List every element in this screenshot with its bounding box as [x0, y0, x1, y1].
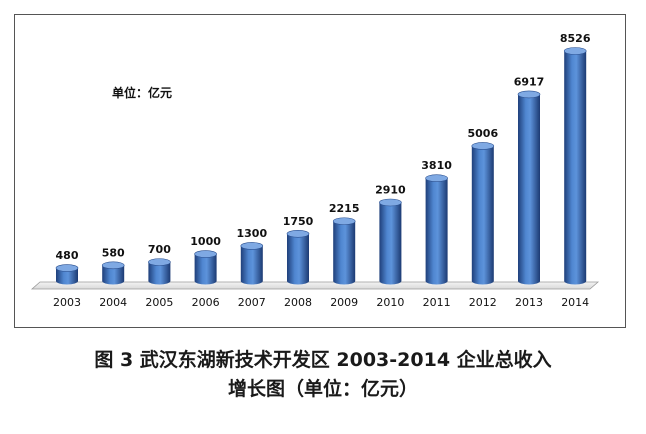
- figure-caption: 图 3 武汉东湖新技术开发区 2003-2014 企业总收入 增长图（单位：亿元…: [0, 346, 646, 404]
- bar-2003: [56, 268, 78, 285]
- data-label-2009: 2215: [329, 202, 360, 215]
- bar-top-2008: [286, 229, 310, 238]
- bar-top-2014: [563, 47, 587, 55]
- x-tick-2004: 2004: [99, 296, 127, 309]
- bar-top-2007: [240, 242, 264, 250]
- x-tick-2014: 2014: [561, 296, 589, 309]
- bar-top-2011: [425, 174, 448, 183]
- data-label-2003: 480: [56, 249, 79, 262]
- data-label-2006: 1000: [190, 235, 221, 248]
- x-tick-2005: 2005: [145, 296, 173, 309]
- unit-label: 单位：亿元: [112, 85, 172, 100]
- data-label-2010: 2910: [375, 183, 406, 196]
- bar-2013: [518, 94, 540, 285]
- bar-2010: [379, 202, 402, 285]
- data-label-2008: 1750: [283, 215, 314, 228]
- caption-line-2: 增长图（单位：亿元）: [227, 378, 418, 400]
- bar-2004: [102, 265, 125, 285]
- x-tick-2009: 2009: [330, 296, 358, 309]
- data-label-2005: 700: [148, 243, 171, 256]
- bar-2012: [471, 145, 494, 285]
- bar-2007: [240, 245, 263, 285]
- x-tick-2011: 2011: [423, 296, 451, 309]
- caption-line-1: 图 3 武汉东湖新技术开发区 2003-2014 企业总收入: [94, 349, 552, 371]
- bar-2014: [564, 51, 587, 285]
- data-label-2013: 6917: [514, 75, 545, 88]
- x-tick-2013: 2013: [515, 296, 543, 309]
- bar-top-2004: [101, 261, 125, 270]
- x-tick-2006: 2006: [192, 296, 220, 309]
- bar-2008: [287, 233, 309, 285]
- bar-2006: [194, 254, 217, 285]
- x-tick-2012: 2012: [469, 296, 497, 309]
- x-tick-2007: 2007: [238, 296, 266, 309]
- bar-top-2012: [471, 142, 495, 150]
- data-label-2012: 5006: [467, 127, 498, 140]
- chart-floor: [30, 281, 600, 290]
- bar-top-2009: [332, 217, 356, 226]
- x-tick-2010: 2010: [376, 296, 404, 309]
- data-label-2007: 1300: [236, 227, 267, 240]
- x-tick-2008: 2008: [284, 296, 312, 309]
- bar-top-2006: [194, 250, 217, 258]
- data-label-2004: 580: [102, 246, 125, 259]
- bar-top-2003: [55, 264, 79, 272]
- data-label-2011: 3810: [421, 159, 452, 172]
- bar-2005: [148, 262, 171, 285]
- data-label-2014: 8526: [560, 32, 591, 45]
- bar-2011: [425, 178, 448, 285]
- bar-2009: [333, 221, 356, 285]
- bar-top-2013: [517, 90, 541, 99]
- bar-top-2010: [379, 198, 402, 207]
- x-tick-2003: 2003: [53, 296, 81, 309]
- bar-top-2005: [148, 258, 171, 266]
